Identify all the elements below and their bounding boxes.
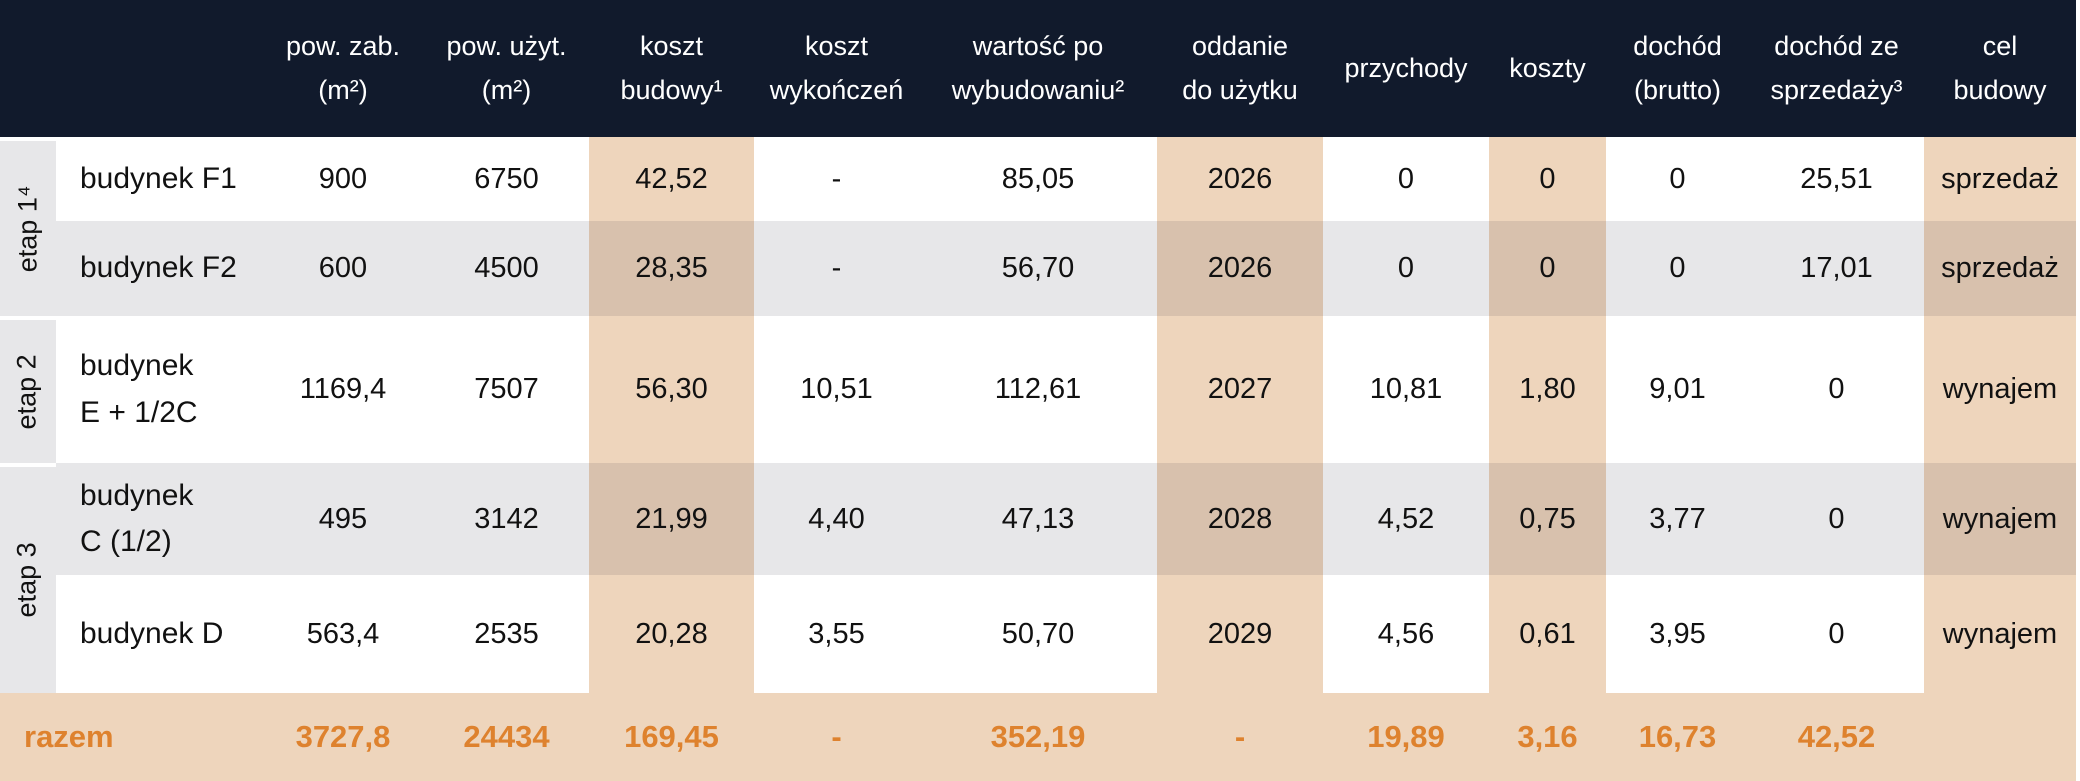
stage-label-text: etap 3 <box>12 542 43 618</box>
total-cell: - <box>754 693 919 781</box>
table-cell: 10,81 <box>1323 316 1489 463</box>
table-cell: 0 <box>1606 221 1749 316</box>
table-cell: 20,28 <box>589 575 754 693</box>
table-cell: sprzedaż <box>1924 221 2076 316</box>
building-name: budynek F2 <box>56 221 262 316</box>
table-cell: 42,52 <box>589 137 754 221</box>
table-cell: 6750 <box>424 137 589 221</box>
column-header: koszty <box>1489 0 1606 137</box>
total-cell: - <box>1157 693 1323 781</box>
building-name: budynek D <box>56 575 262 693</box>
table-cell: sprzedaż <box>1924 137 2076 221</box>
total-cell <box>1924 693 2076 781</box>
column-header: przychody <box>1323 0 1489 137</box>
table-cell: 4,56 <box>1323 575 1489 693</box>
table-cell: 600 <box>262 221 424 316</box>
building-name: budynek F1 <box>56 137 262 221</box>
table-cell: 3,77 <box>1606 463 1749 575</box>
table-cell: 2026 <box>1157 221 1323 316</box>
table-cell: 4,40 <box>754 463 919 575</box>
column-header: pow. użyt. (m²) <box>424 0 589 137</box>
table-cell: 0 <box>1489 221 1606 316</box>
total-cell: 169,45 <box>589 693 754 781</box>
table-cell: 3142 <box>424 463 589 575</box>
table-cell: 9,01 <box>1606 316 1749 463</box>
table-cell: 17,01 <box>1749 221 1924 316</box>
table-cell: 3,95 <box>1606 575 1749 693</box>
table-cell: 50,70 <box>919 575 1157 693</box>
column-header: oddanie do użytku <box>1157 0 1323 137</box>
table-cell: 3,55 <box>754 575 919 693</box>
table-cell: wynajem <box>1924 463 2076 575</box>
total-label: razem <box>0 693 262 781</box>
table-cell: 28,35 <box>589 221 754 316</box>
table-cell: 4500 <box>424 221 589 316</box>
building-name: budynek E + 1/2C <box>56 316 262 463</box>
stage-label: etap 3 <box>0 463 56 693</box>
table-cell: 85,05 <box>919 137 1157 221</box>
table-cell: wynajem <box>1924 316 2076 463</box>
total-cell: 19,89 <box>1323 693 1489 781</box>
table-cell: 112,61 <box>919 316 1157 463</box>
stage-label: etap 2 <box>0 316 56 463</box>
total-cell: 3,16 <box>1489 693 1606 781</box>
table-cell: 7507 <box>424 316 589 463</box>
table-cell: 21,99 <box>589 463 754 575</box>
table-cell: 0 <box>1489 137 1606 221</box>
table-cell: 25,51 <box>1749 137 1924 221</box>
header-blank <box>0 0 56 137</box>
stage-label-text: etap 1⁴ <box>12 185 43 272</box>
table-cell: - <box>754 221 919 316</box>
table-cell: 56,30 <box>589 316 754 463</box>
table-cell: wynajem <box>1924 575 2076 693</box>
column-header: pow. zab. (m²) <box>262 0 424 137</box>
total-cell: 3727,8 <box>262 693 424 781</box>
total-cell: 352,19 <box>919 693 1157 781</box>
table-cell: 2026 <box>1157 137 1323 221</box>
table-cell: 47,13 <box>919 463 1157 575</box>
column-header: koszt wykończeń <box>754 0 919 137</box>
table-cell: 2029 <box>1157 575 1323 693</box>
table-cell: 10,51 <box>754 316 919 463</box>
table-cell: 2028 <box>1157 463 1323 575</box>
table-cell: 0 <box>1323 137 1489 221</box>
table-cell: 0 <box>1323 221 1489 316</box>
table-cell: 2535 <box>424 575 589 693</box>
header-blank <box>56 0 262 137</box>
table-cell: 0,61 <box>1489 575 1606 693</box>
column-header: koszt budowy¹ <box>589 0 754 137</box>
total-cell: 16,73 <box>1606 693 1749 781</box>
column-header: dochód (brutto) <box>1606 0 1749 137</box>
table-cell: 1,80 <box>1489 316 1606 463</box>
table-cell: 0 <box>1749 575 1924 693</box>
column-header: cel budowy <box>1924 0 2076 137</box>
table-cell: 4,52 <box>1323 463 1489 575</box>
total-cell: 42,52 <box>1749 693 1924 781</box>
column-header: wartość po wybudowaniu² <box>919 0 1157 137</box>
building-name: budynek C (1/2) <box>56 463 262 575</box>
table-cell: 563,4 <box>262 575 424 693</box>
stage-label: etap 1⁴ <box>0 137 56 316</box>
stage-label-text: etap 2 <box>12 353 43 430</box>
table-cell: 0 <box>1606 137 1749 221</box>
table-cell: - <box>754 137 919 221</box>
table-cell: 900 <box>262 137 424 221</box>
table-cell: 1169,4 <box>262 316 424 463</box>
table-cell: 0 <box>1749 463 1924 575</box>
column-header: dochód ze sprzedaży³ <box>1749 0 1924 137</box>
table-cell: 0 <box>1749 316 1924 463</box>
table-cell: 0,75 <box>1489 463 1606 575</box>
table-cell: 495 <box>262 463 424 575</box>
total-cell: 24434 <box>424 693 589 781</box>
table-cell: 2027 <box>1157 316 1323 463</box>
table-cell: 56,70 <box>919 221 1157 316</box>
